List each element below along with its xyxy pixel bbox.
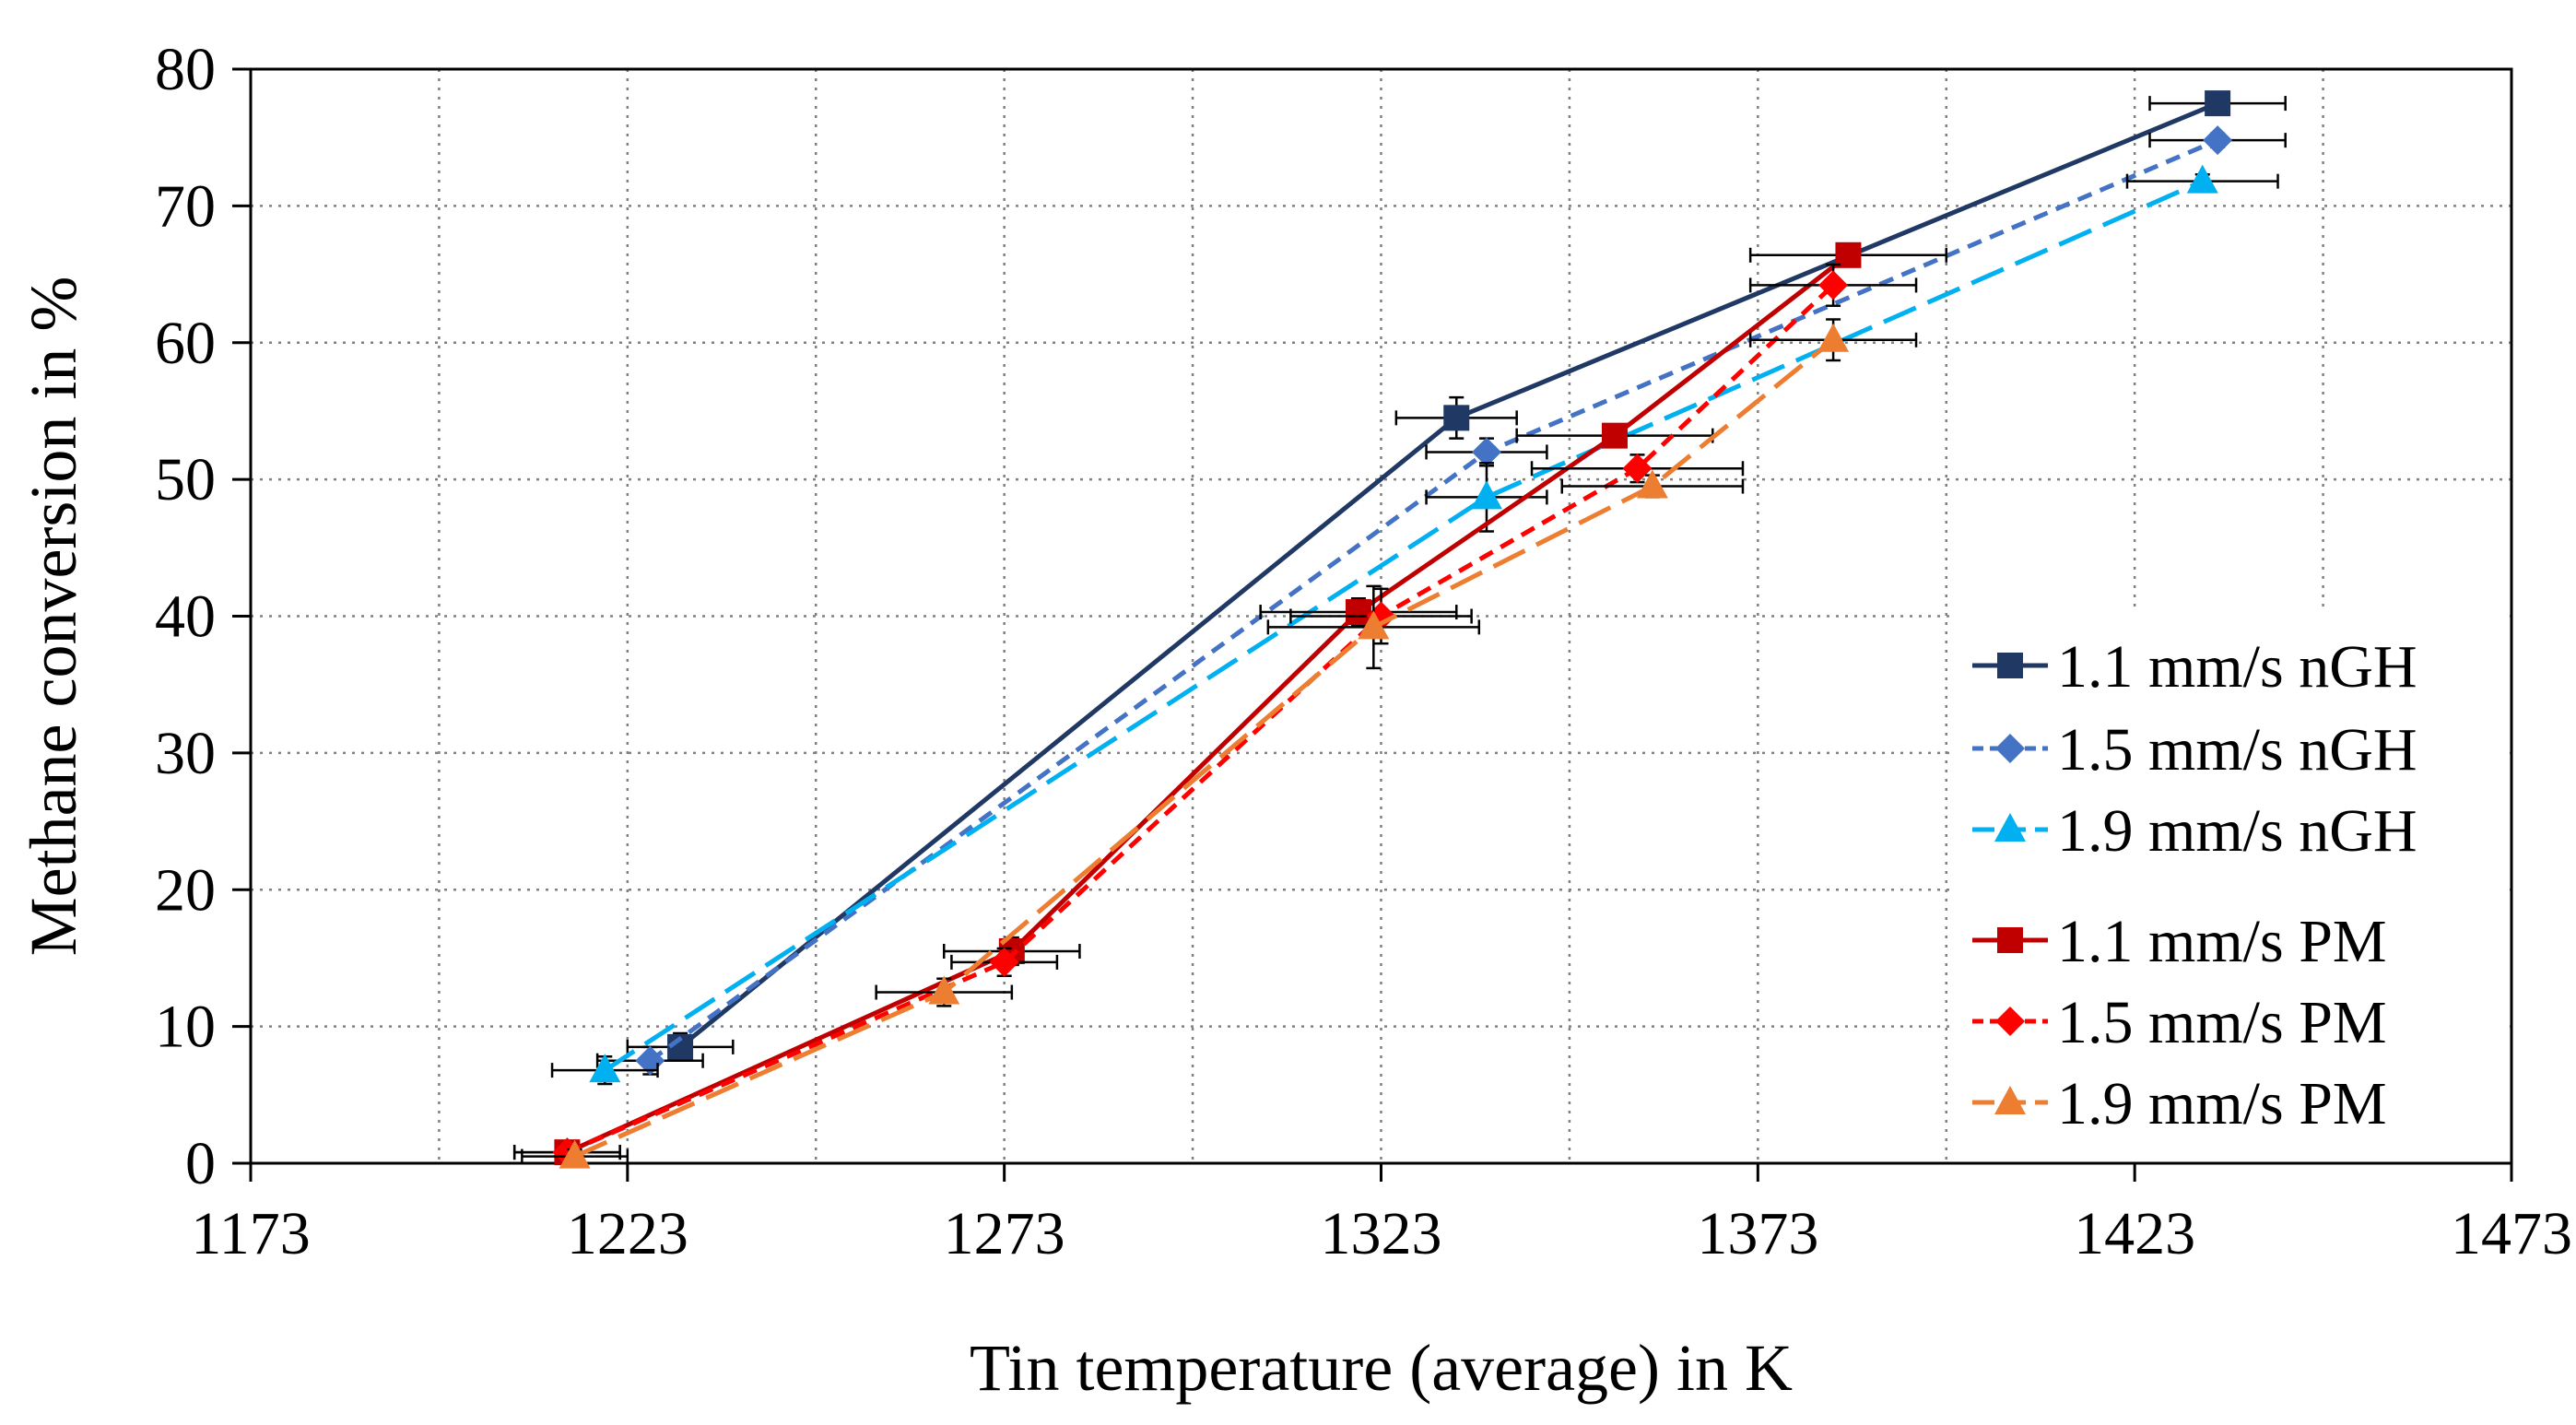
series-3 <box>550 164 2279 1086</box>
data-point <box>1471 437 1501 467</box>
legend-marker <box>1994 1086 2026 1114</box>
legend-box <box>1949 613 2510 1161</box>
data-point <box>928 975 960 1005</box>
legend-item-5: 1.5 mm/s PM <box>1972 989 2387 1056</box>
data-point <box>559 1139 591 1169</box>
series-1 <box>626 90 2287 1062</box>
x-tick-label: 1373 <box>1697 1200 1818 1267</box>
x-tick-label: 1173 <box>191 1200 311 1267</box>
x-axis-title: Tin temperature (average) in K <box>970 1331 1793 1405</box>
y-tick-label: 40 <box>155 583 216 651</box>
x-tick-label: 1473 <box>2451 1200 2572 1267</box>
legend-marker <box>1995 734 2025 763</box>
x-tick-label: 1223 <box>567 1200 688 1267</box>
x-tick-label: 1323 <box>1321 1200 1442 1267</box>
x-tick-label: 1273 <box>944 1200 1065 1267</box>
data-point <box>1358 610 1390 640</box>
data-point <box>1817 323 1850 352</box>
legend-label: 1.9 mm/s PM <box>2057 1070 2387 1137</box>
series-5 <box>512 263 1918 1168</box>
y-tick-label: 20 <box>155 856 216 924</box>
data-point <box>1470 480 1502 510</box>
x-tick-label: 1423 <box>2074 1200 2195 1267</box>
data-point <box>1622 453 1653 484</box>
data-point <box>989 947 1019 977</box>
tick-labels: 1173 1223 1273 1323 1373 1423 1473 0 10 20 30 40 50 6… <box>155 36 2572 1267</box>
data-point <box>1601 422 1628 449</box>
y-tick-label: 60 <box>155 310 216 377</box>
data-point <box>1636 469 1668 499</box>
y-tick-label: 50 <box>155 446 216 513</box>
data-point <box>2205 90 2231 117</box>
legend-label: 1.1 mm/s PM <box>2057 908 2387 975</box>
series-6 <box>521 318 1918 1169</box>
series-layer <box>512 90 2287 1169</box>
y-tick-label: 10 <box>155 994 216 1061</box>
y-axis-title: Methane conversion in % <box>17 277 90 957</box>
data-point <box>1345 599 1371 626</box>
legend-label: 1.5 mm/s PM <box>2057 989 2387 1056</box>
legend-marker <box>1997 653 2023 678</box>
legend-item-4: 1.1 mm/s PM <box>1972 908 2387 975</box>
data-point <box>2203 125 2233 156</box>
legend-item-6: 1.9 mm/s PM <box>1972 1070 2387 1137</box>
data-point <box>2186 164 2218 194</box>
legend-item-1: 1.1 mm/s nGH <box>1972 633 2417 701</box>
series-line <box>603 179 2204 1073</box>
y-tick-label: 0 <box>185 1130 216 1197</box>
legend: 1.1 mm/s nGH 1.5 mm/s nGH 1.9 mm/s nGH 1.1 … <box>1972 633 2417 1137</box>
legend-label: 1.5 mm/s nGH <box>2057 716 2417 783</box>
data-point <box>1818 270 1849 300</box>
legend-label: 1.1 mm/s nGH <box>2057 633 2417 701</box>
legend-label: 1.9 mm/s nGH <box>2057 797 2417 865</box>
y-tick-label: 70 <box>155 172 216 240</box>
legend-item-3: 1.9 mm/s nGH <box>1972 797 2417 865</box>
legend-marker <box>1994 813 2026 842</box>
y-tick-label: 80 <box>155 36 216 103</box>
data-point <box>589 1054 621 1083</box>
data-point <box>1443 405 1470 431</box>
legend-marker <box>1995 1007 2025 1036</box>
legend-marker <box>1997 927 2023 953</box>
y-tick-label: 30 <box>155 720 216 787</box>
legend-item-2: 1.5 mm/s nGH <box>1972 716 2417 783</box>
axes <box>232 67 2513 1182</box>
